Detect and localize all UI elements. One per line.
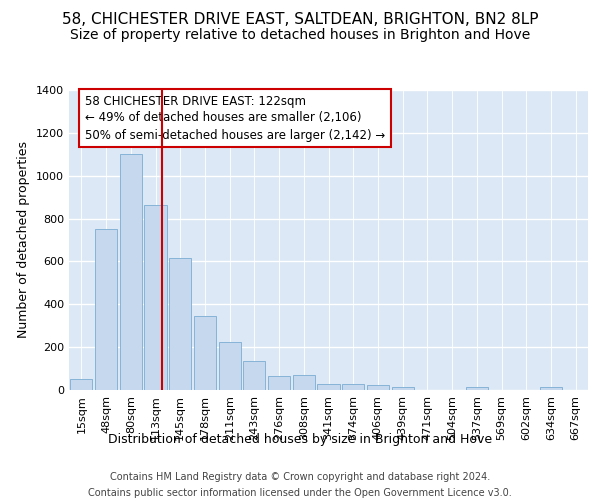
- Text: Size of property relative to detached houses in Brighton and Hove: Size of property relative to detached ho…: [70, 28, 530, 42]
- Text: 58 CHICHESTER DRIVE EAST: 122sqm
← 49% of detached houses are smaller (2,106)
50: 58 CHICHESTER DRIVE EAST: 122sqm ← 49% o…: [85, 94, 385, 142]
- Text: Contains public sector information licensed under the Open Government Licence v3: Contains public sector information licen…: [88, 488, 512, 498]
- Bar: [70, 380, 92, 390]
- Bar: [169, 258, 191, 390]
- Bar: [119, 154, 142, 390]
- Bar: [466, 388, 488, 390]
- Bar: [268, 376, 290, 390]
- Bar: [342, 384, 364, 390]
- Bar: [293, 375, 315, 390]
- Text: Distribution of detached houses by size in Brighton and Hove: Distribution of detached houses by size …: [108, 432, 492, 446]
- Bar: [367, 386, 389, 390]
- Bar: [243, 361, 265, 390]
- Bar: [392, 387, 414, 390]
- Y-axis label: Number of detached properties: Number of detached properties: [17, 142, 31, 338]
- Bar: [218, 342, 241, 390]
- Bar: [194, 316, 216, 390]
- Bar: [317, 384, 340, 390]
- Bar: [95, 230, 117, 390]
- Text: Contains HM Land Registry data © Crown copyright and database right 2024.: Contains HM Land Registry data © Crown c…: [110, 472, 490, 482]
- Bar: [540, 388, 562, 390]
- Text: 58, CHICHESTER DRIVE EAST, SALTDEAN, BRIGHTON, BN2 8LP: 58, CHICHESTER DRIVE EAST, SALTDEAN, BRI…: [62, 12, 538, 28]
- Bar: [145, 204, 167, 390]
